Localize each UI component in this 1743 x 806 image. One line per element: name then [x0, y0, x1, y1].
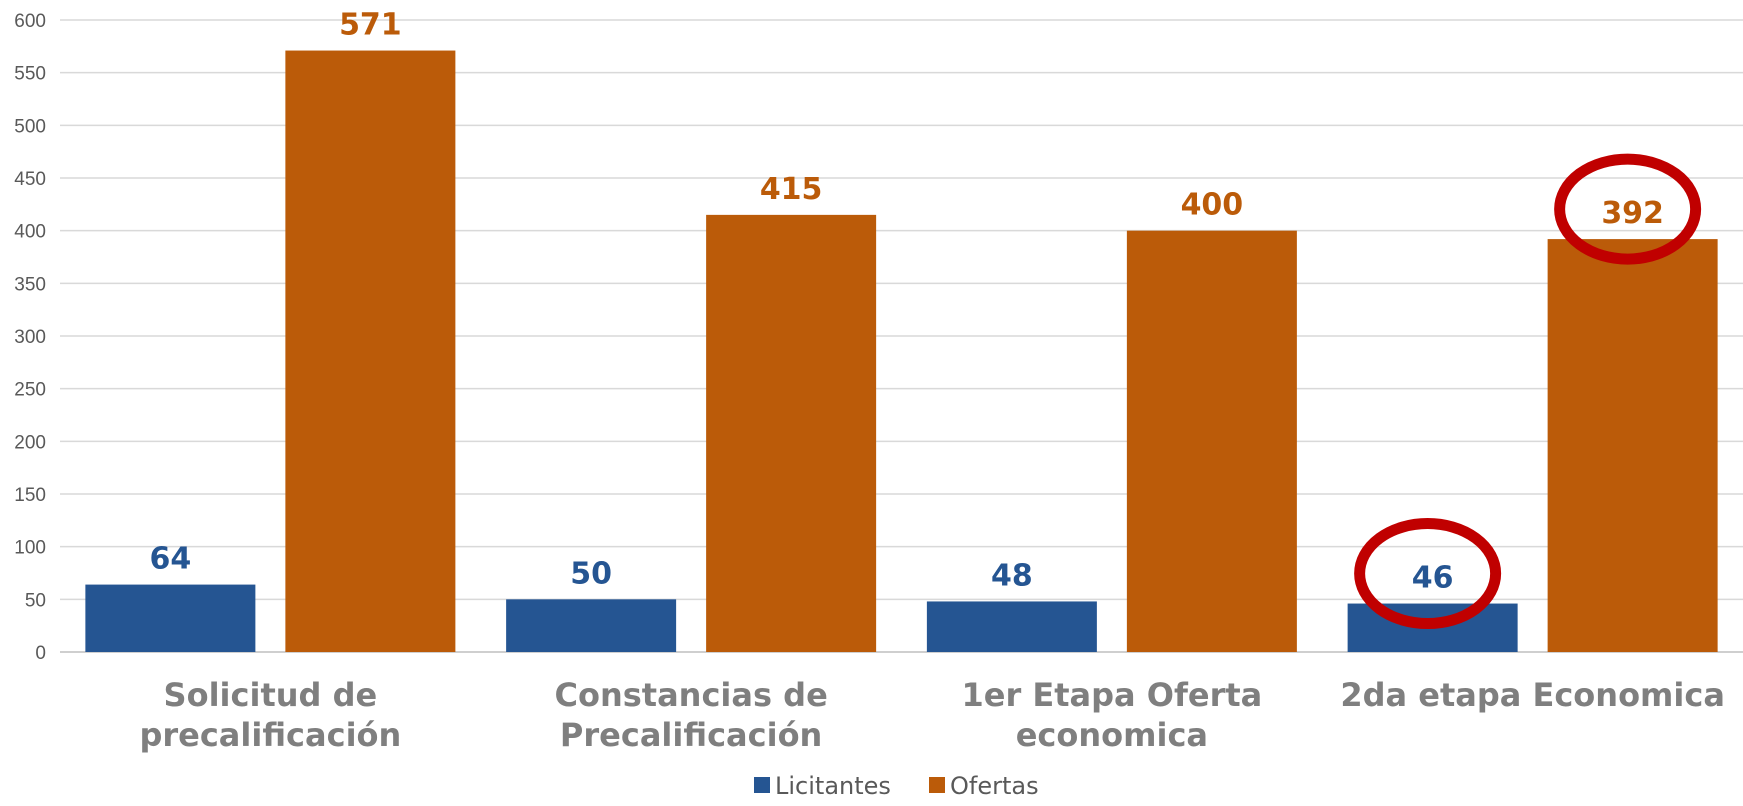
data-label-licitantes: 46 — [1412, 561, 1454, 596]
y-tick-label: 100 — [14, 538, 46, 559]
y-tick-label: 50 — [25, 590, 46, 611]
data-label-ofertas: 415 — [760, 172, 823, 207]
category-label: Solicitud de precalificación — [139, 676, 401, 754]
y-tick-label: 300 — [14, 327, 46, 348]
y-axis-ticks: 0 50 100 150 200 250 300 350 400 450 500 550 600 — [14, 11, 46, 664]
y-tick-label: 0 — [35, 643, 46, 664]
category-label: 1er Etapa Oferta economica — [961, 676, 1262, 754]
category-label: Constancias de Precalificación — [554, 676, 827, 754]
bar-ofertas — [1126, 230, 1297, 652]
legend: Licitantes Ofertas — [754, 772, 1039, 800]
y-tick-label: 350 — [14, 274, 46, 295]
legend-swatch-ofertas — [929, 777, 945, 793]
highlight-circle — [1554, 153, 1702, 265]
highlight-circles — [1354, 153, 1702, 630]
y-tick-label: 150 — [14, 485, 46, 506]
data-label-licitantes: 48 — [991, 558, 1033, 593]
data-label-ofertas: 400 — [1181, 188, 1244, 223]
y-tick-label: 600 — [14, 11, 46, 32]
highlight-circle — [1354, 518, 1502, 630]
y-tick-label: 550 — [14, 64, 46, 85]
legend-swatch-licitantes — [754, 777, 770, 793]
bar-licitantes — [506, 599, 677, 652]
bar-ofertas — [1547, 239, 1718, 653]
data-label-ofertas: 571 — [339, 8, 402, 43]
y-tick-label: 500 — [14, 116, 46, 137]
bar-ofertas — [706, 214, 877, 652]
data-label-ofertas: 392 — [1601, 196, 1664, 231]
legend-label-licitantes: Licitantes — [775, 772, 891, 800]
data-label-licitantes: 50 — [570, 556, 612, 591]
y-tick-label: 450 — [14, 169, 46, 190]
data-labels: 64 571 50 415 48 400 46 392 — [150, 8, 1664, 596]
y-tick-label: 250 — [14, 380, 46, 401]
legend-label-ofertas: Ofertas — [950, 772, 1039, 800]
bar-licitantes — [926, 601, 1097, 652]
bar-licitantes — [85, 584, 256, 652]
x-axis-categories: Solicitud de precalificación Constancias d… — [139, 676, 1724, 754]
y-tick-label: 200 — [14, 432, 46, 453]
category-label: 2da etapa Economica — [1340, 676, 1725, 714]
y-tick-label: 400 — [14, 222, 46, 243]
data-label-licitantes: 64 — [150, 542, 192, 577]
bars — [85, 50, 1718, 653]
bar-ofertas — [285, 50, 456, 652]
